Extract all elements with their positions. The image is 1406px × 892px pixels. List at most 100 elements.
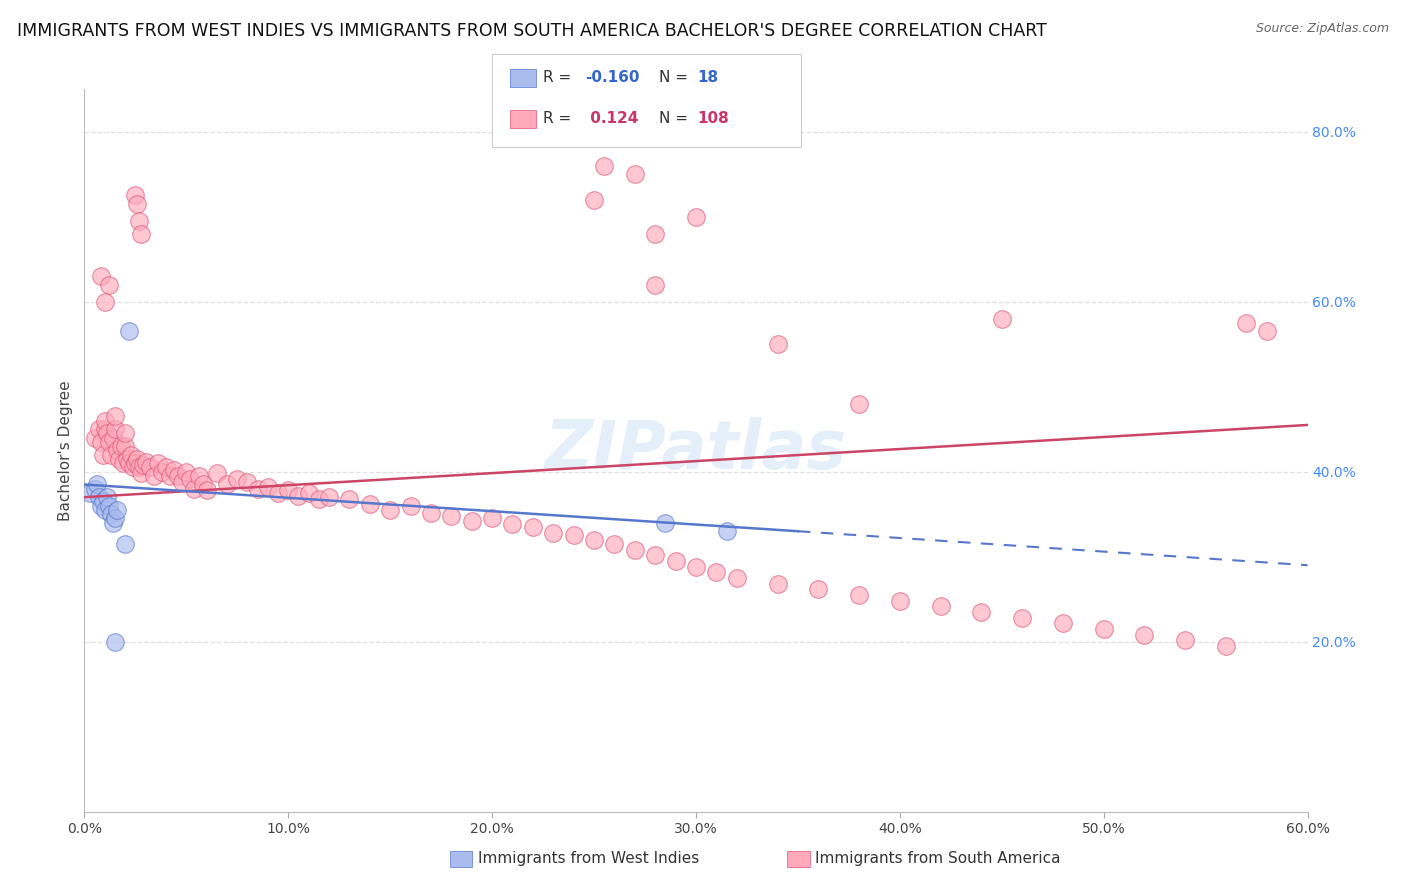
Point bbox=[970, 605, 993, 619]
Point bbox=[155, 460, 177, 475]
Point bbox=[1215, 639, 1237, 653]
Point bbox=[114, 537, 136, 551]
Point bbox=[91, 448, 114, 462]
Point bbox=[481, 511, 503, 525]
Point bbox=[90, 499, 112, 513]
Point bbox=[522, 520, 544, 534]
Point bbox=[120, 448, 142, 462]
Point bbox=[93, 414, 115, 428]
Text: N =: N = bbox=[659, 70, 693, 85]
Point bbox=[665, 554, 688, 568]
Point bbox=[108, 452, 131, 467]
Point bbox=[205, 467, 228, 481]
Point bbox=[217, 477, 239, 491]
Text: Immigrants from South America: Immigrants from South America bbox=[815, 851, 1062, 865]
Point bbox=[87, 422, 110, 436]
Point bbox=[685, 210, 707, 224]
Point bbox=[440, 508, 463, 523]
Point bbox=[502, 517, 524, 532]
Text: ZIPatlas: ZIPatlas bbox=[546, 417, 846, 483]
Point bbox=[118, 456, 141, 470]
Point bbox=[83, 431, 105, 445]
Point bbox=[163, 463, 186, 477]
Point bbox=[308, 491, 330, 506]
Text: 18: 18 bbox=[697, 70, 718, 85]
Point bbox=[105, 443, 128, 458]
Point bbox=[104, 634, 127, 648]
Point bbox=[97, 499, 120, 513]
Text: N =: N = bbox=[659, 112, 693, 126]
Point bbox=[624, 167, 647, 181]
Point bbox=[1052, 615, 1074, 630]
Point bbox=[725, 571, 748, 585]
Point bbox=[766, 577, 789, 591]
Point bbox=[191, 477, 214, 491]
Text: R =: R = bbox=[543, 112, 576, 126]
Point bbox=[104, 511, 127, 525]
Point bbox=[1174, 633, 1197, 648]
Point bbox=[114, 426, 136, 441]
Point bbox=[124, 188, 146, 202]
Point bbox=[644, 227, 666, 241]
Point bbox=[146, 456, 169, 470]
Point bbox=[277, 483, 299, 498]
Point bbox=[131, 227, 153, 241]
Point bbox=[1133, 628, 1156, 642]
Point bbox=[848, 397, 870, 411]
Point bbox=[131, 467, 153, 481]
Point bbox=[287, 489, 309, 503]
Point bbox=[110, 439, 132, 453]
Text: IMMIGRANTS FROM WEST INDIES VS IMMIGRANTS FROM SOUTH AMERICA BACHELOR'S DEGREE C: IMMIGRANTS FROM WEST INDIES VS IMMIGRANT… bbox=[17, 22, 1046, 40]
Point bbox=[90, 269, 112, 284]
Point bbox=[991, 311, 1014, 326]
Point bbox=[138, 460, 160, 475]
Point bbox=[128, 460, 150, 475]
Point bbox=[101, 516, 124, 530]
Point bbox=[195, 483, 218, 498]
Point bbox=[150, 465, 173, 479]
Point bbox=[100, 448, 122, 462]
Text: Immigrants from West Indies: Immigrants from West Indies bbox=[478, 851, 699, 865]
Point bbox=[807, 582, 830, 596]
Point bbox=[127, 452, 149, 467]
Text: 0.124: 0.124 bbox=[585, 112, 638, 126]
Point bbox=[97, 277, 120, 292]
Text: -0.160: -0.160 bbox=[585, 70, 640, 85]
Point bbox=[135, 454, 157, 468]
Point bbox=[122, 460, 145, 475]
Point bbox=[142, 469, 165, 483]
Point bbox=[543, 525, 565, 540]
Point bbox=[128, 214, 150, 228]
Point bbox=[79, 486, 101, 500]
Point bbox=[583, 533, 606, 547]
Point bbox=[359, 497, 381, 511]
Point bbox=[127, 197, 149, 211]
Point bbox=[593, 159, 616, 173]
Point bbox=[187, 469, 209, 483]
Point bbox=[115, 452, 138, 467]
Y-axis label: Bachelor's Degree: Bachelor's Degree bbox=[58, 380, 73, 521]
Point bbox=[380, 503, 402, 517]
Point bbox=[1092, 622, 1115, 636]
Point bbox=[183, 482, 205, 496]
Point bbox=[644, 548, 666, 562]
Point bbox=[114, 439, 136, 453]
Point bbox=[399, 499, 422, 513]
Point bbox=[236, 475, 259, 489]
Point bbox=[929, 599, 952, 613]
Point bbox=[86, 477, 108, 491]
Point bbox=[174, 465, 197, 479]
Point bbox=[644, 277, 666, 292]
Point bbox=[93, 294, 115, 309]
Point bbox=[132, 458, 155, 472]
Point bbox=[226, 471, 249, 485]
Text: 108: 108 bbox=[697, 112, 730, 126]
Point bbox=[93, 422, 115, 436]
Point bbox=[83, 482, 105, 496]
Point bbox=[96, 426, 118, 441]
Point bbox=[104, 422, 127, 436]
Point bbox=[654, 516, 676, 530]
Point bbox=[583, 193, 606, 207]
Point bbox=[716, 524, 738, 539]
Point bbox=[101, 431, 124, 445]
